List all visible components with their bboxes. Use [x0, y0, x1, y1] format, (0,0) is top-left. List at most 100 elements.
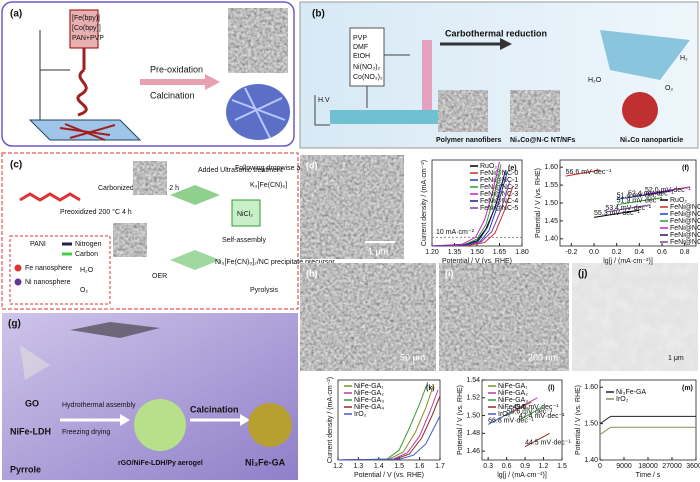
panel-label: (a) [10, 9, 22, 20]
arrowhead [240, 414, 250, 426]
precursor: [Fe(bpy)] [72, 15, 100, 22]
y-tick-label: 1.52 [466, 395, 480, 402]
solution: DMF [353, 44, 368, 51]
scale-label: 1 μm [668, 355, 684, 362]
y-tick-label: 1.50 [544, 200, 558, 207]
x-axis-label: Potential / V (vs. RHE) [442, 258, 512, 265]
legend-label: NiFe-GA₁ [354, 383, 384, 390]
step: Pyrolysis [250, 287, 279, 294]
step: Calcination [190, 404, 239, 414]
step: OER [152, 273, 167, 280]
legend: H₂O [80, 267, 94, 274]
legend-label: IrO₂ [498, 411, 511, 418]
y-tick-label: 1.48 [466, 430, 480, 437]
species: H₂ [680, 55, 688, 62]
slope-label: 52.0 mV·dec⁻¹ [645, 187, 691, 194]
plot-area [599, 379, 697, 461]
legend-label: FeNi@NC-5 [670, 239, 700, 246]
slope-label: 49.5 mV·dec⁻¹ [513, 404, 559, 411]
legend-label: NiFe-GA₂ [498, 390, 528, 397]
panel-label: (f) [682, 165, 689, 172]
series-line [599, 426, 696, 435]
sem-image [300, 263, 436, 371]
x-tick-label: 0.6 [502, 463, 512, 470]
y-axis-label: Current density / (mA·cm⁻²) [421, 160, 428, 246]
series-line [506, 401, 532, 416]
x-axis-label: lg[j / (mA·cm⁻²)] [603, 258, 653, 265]
panel-frame [1, 152, 299, 310]
y-axis-label: Potential / V (vs. RHE) [575, 385, 582, 455]
x-axis-label: Time / s [636, 472, 661, 479]
graphene [20, 345, 50, 380]
slope-label: 55.3 mV·dec⁻¹ [594, 210, 640, 217]
fiber-jet [76, 48, 88, 117]
panel-c: (c) Preoxidized 200 °C 4 h Carbonized Ar… [1, 152, 335, 310]
x-tick-label: 1.7 [435, 463, 445, 470]
legend: Fe nanosphere [25, 265, 72, 272]
panel-g: (g) GO NiFe-LDH Pyrrole Hydrothermal ass… [2, 313, 298, 480]
legend-label: FeNi@NC-0 [670, 204, 700, 211]
legend: O₂ [80, 287, 88, 294]
sem-image [300, 155, 404, 259]
solution: PVP [353, 35, 367, 42]
reagent: NiFe-LDH [10, 426, 51, 436]
nanoparticle [622, 92, 658, 128]
nanotube [600, 30, 690, 80]
series-line [627, 189, 674, 199]
product: rGO/NiFe-LDH/Py aerogel [118, 460, 203, 467]
slope-label: 44.5 mV·dec⁻¹ [525, 440, 571, 447]
step: Added Ultrasonic treatment [198, 167, 283, 174]
legend-label: FeNi@NC-2 [480, 184, 518, 191]
legend-label: NiFe-GA₃ [354, 397, 384, 404]
legend-label: Ni₃Fe-GA [616, 389, 646, 396]
voltage: H.V [318, 97, 330, 104]
panel-label: (g) [8, 319, 21, 330]
polymer [19, 192, 81, 202]
sem-image [510, 90, 560, 132]
carbon-sheet [170, 250, 220, 270]
legend: PANI [30, 241, 46, 248]
series-line [487, 410, 514, 425]
panel-label: (m) [682, 385, 693, 392]
arrowhead [120, 414, 130, 426]
x-tick-label: 1.5 [394, 463, 404, 470]
legend-label: NiFe-GA₃ [498, 397, 528, 404]
aerogel [134, 399, 186, 451]
x-tick-label: 0.3 [483, 463, 493, 470]
y-axis-label: Potential / V (vs. RHE) [535, 168, 542, 238]
y-tick-label: 1.50 [466, 412, 480, 419]
x-axis-label: Potential / V (vs. RHE) [354, 472, 424, 479]
series-line [593, 209, 640, 218]
arrowhead [205, 74, 220, 90]
solution: Co(NO₃)₂ [353, 74, 383, 81]
series-line [605, 204, 651, 213]
step: Hydrothermal assembly [62, 402, 136, 409]
product: Ni₃Co nanoparticle [620, 137, 683, 144]
legend: Nitrogen [75, 241, 102, 248]
solution: EtOH [353, 53, 370, 60]
sem-image [228, 8, 288, 73]
legend-label: FeNi@NC-5 [480, 205, 518, 212]
legend-label: NiFe-GA₁ [498, 383, 528, 390]
x-tick-label: 1.35 [448, 249, 462, 256]
x-tick-label: 1.2 [539, 463, 549, 470]
series-line [524, 432, 550, 448]
panel-label: (e) [508, 165, 517, 172]
legend-label: FeNi@NC-1 [480, 177, 518, 184]
graphene [70, 322, 160, 338]
panel-label: (d) [306, 160, 318, 170]
x-tick-label: 1.6 [415, 463, 425, 470]
series-line [565, 169, 600, 177]
slope-label: 53.4 mV·dec⁻¹ [605, 205, 651, 212]
x-tick-label: 0.0 [589, 249, 599, 256]
y-tick-label: 1.54 [466, 377, 480, 384]
x-tick-label: 1.65 [493, 249, 507, 256]
x-tick-label: 0.2 [612, 249, 622, 256]
sem-image [439, 263, 569, 371]
legend: Carbon [75, 251, 98, 258]
precursor: PAN+PVP [72, 35, 104, 42]
legend-key [14, 264, 22, 272]
series-line [431, 161, 500, 247]
step: Carbothermal reduction [445, 28, 547, 38]
sem-image [438, 90, 488, 132]
